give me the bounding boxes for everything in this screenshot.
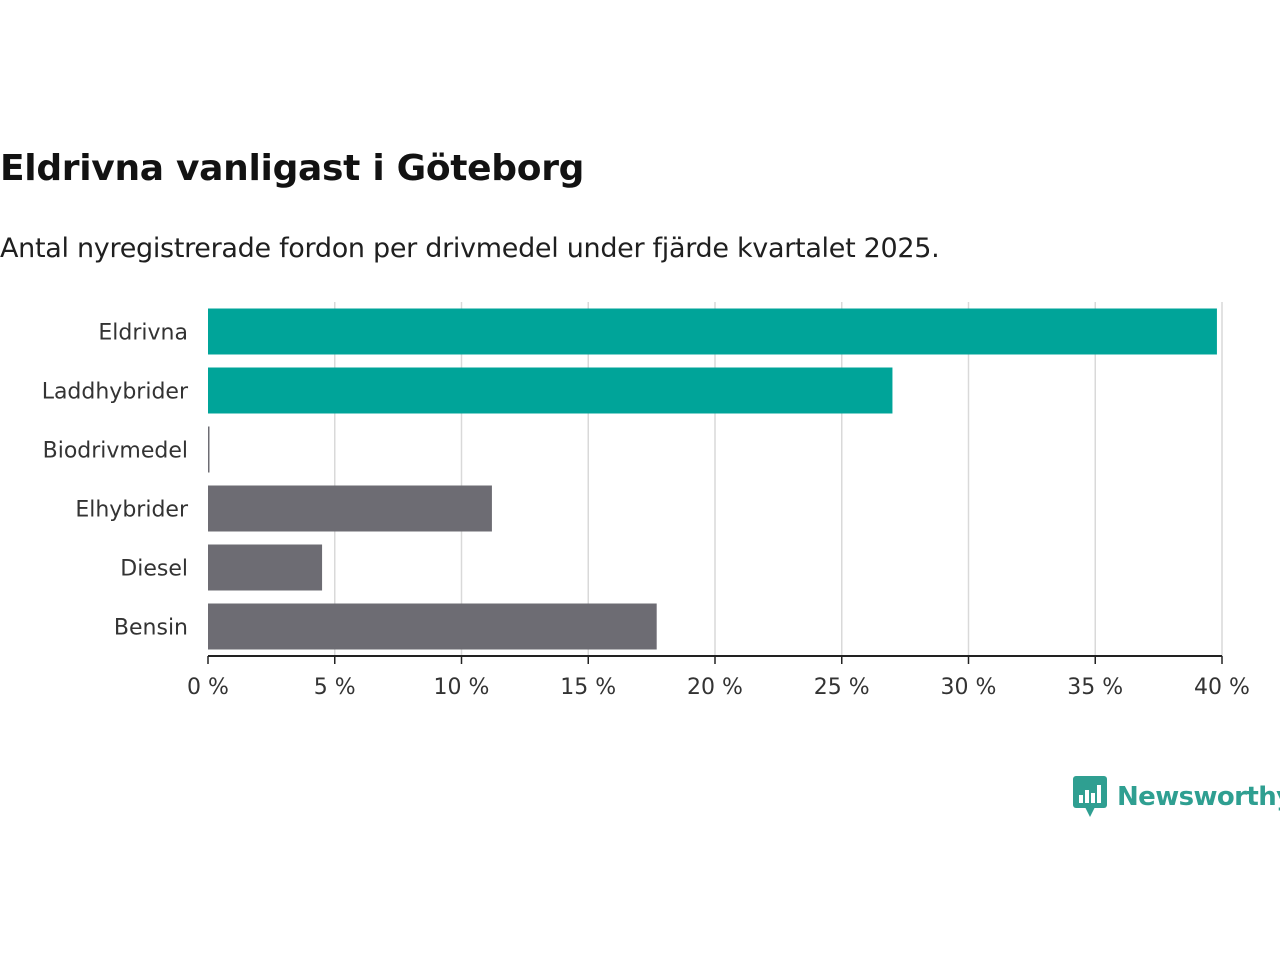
bars bbox=[208, 308, 1217, 650]
category-label: Diesel bbox=[120, 557, 188, 582]
category-label: Bensin bbox=[114, 616, 188, 641]
newsworthy-brand: Newsworthy bbox=[1073, 776, 1280, 818]
bar-elhybrider bbox=[208, 485, 492, 532]
category-label: Eldrivna bbox=[98, 321, 188, 346]
x-tick-label: 0 % bbox=[187, 675, 229, 700]
chart-title: Eldrivna vanligast i Göteborg bbox=[0, 148, 585, 189]
chart-subtitle: Antal nyregistrerade fordon per drivmede… bbox=[0, 233, 940, 264]
x-axis: 0 % 5 % 10 % 15 % 20 % 25 % 30 % 35 % 40 % bbox=[187, 655, 1250, 700]
x-tick-label: 40 % bbox=[1194, 675, 1250, 700]
category-label: Elhybrider bbox=[75, 498, 189, 523]
x-tick-label: 30 % bbox=[941, 675, 997, 700]
x-tick-label: 35 % bbox=[1067, 675, 1123, 700]
bar-diesel bbox=[208, 544, 323, 591]
category-label: Laddhybrider bbox=[42, 380, 189, 405]
brand-name: Newsworthy bbox=[1117, 782, 1280, 812]
x-tick-label: 5 % bbox=[314, 675, 356, 700]
bar-eldrivna bbox=[208, 308, 1217, 355]
x-tick-label: 15 % bbox=[560, 675, 616, 700]
x-tick-label: 10 % bbox=[434, 675, 490, 700]
bar-biodrivmedel bbox=[208, 426, 210, 473]
category-label: Biodrivmedel bbox=[43, 439, 188, 464]
category-labels: Eldrivna Laddhybrider Biodrivmedel Elhybrid… bbox=[42, 321, 189, 641]
x-tick-label: 25 % bbox=[814, 675, 870, 700]
bar-bensin bbox=[208, 603, 657, 650]
gridlines bbox=[334, 302, 1223, 656]
bar-laddhybrider bbox=[208, 367, 893, 414]
x-tick-label: 20 % bbox=[687, 675, 743, 700]
newsworthy-logo-icon bbox=[1073, 776, 1107, 817]
